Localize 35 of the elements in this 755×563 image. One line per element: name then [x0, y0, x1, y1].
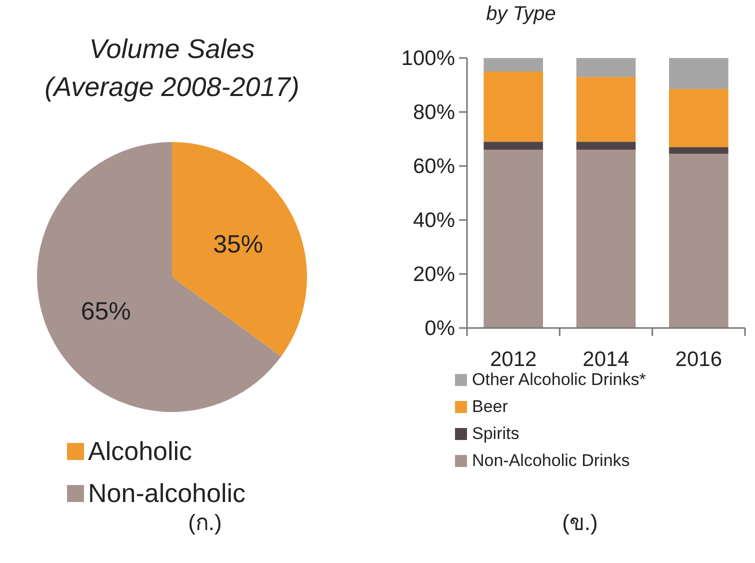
y-tick-label: 40%: [412, 209, 455, 232]
bar: [669, 147, 728, 154]
legend-label: Alcoholic: [88, 436, 192, 466]
bar: [484, 150, 543, 328]
x-tick-label: 2014: [582, 348, 630, 371]
text: (ก.): [188, 510, 222, 535]
bar: [484, 142, 543, 150]
y-tick-label: 100%: [401, 47, 455, 70]
bar: [669, 154, 728, 328]
chart-title: by Type: [486, 3, 556, 25]
legend-label: Spirits: [472, 424, 520, 443]
y-tick-label: 80%: [412, 101, 455, 124]
bar: [484, 72, 543, 142]
y-tick-label: 60%: [412, 155, 455, 178]
legend-label: Other Alcoholic Drinks*: [472, 370, 646, 389]
bar: [576, 76, 636, 142]
legend-label: Beer: [472, 397, 508, 416]
text: (ข.): [562, 510, 598, 535]
y-tick-label: 20%: [412, 263, 455, 286]
bar: [669, 58, 728, 90]
data-label: 35%: [213, 230, 264, 258]
y-tick-label: 0%: [424, 317, 455, 340]
data-label: 65%: [80, 298, 131, 326]
bar: [576, 58, 636, 77]
x-tick-label: 2016: [675, 348, 722, 371]
pie-slice: [37, 142, 282, 412]
legend-label: Non-alcoholic: [88, 478, 246, 508]
bar: [576, 150, 636, 328]
x-tick-label: 2012: [490, 348, 537, 371]
bar: [576, 142, 636, 150]
bar: [484, 58, 543, 72]
bar: [669, 89, 728, 148]
chart-title: Volume Sales (Average 2008-2017): [44, 34, 300, 102]
pie-slice: [172, 142, 307, 356]
legend-label: Non-Alcoholic Drinks: [472, 451, 630, 470]
